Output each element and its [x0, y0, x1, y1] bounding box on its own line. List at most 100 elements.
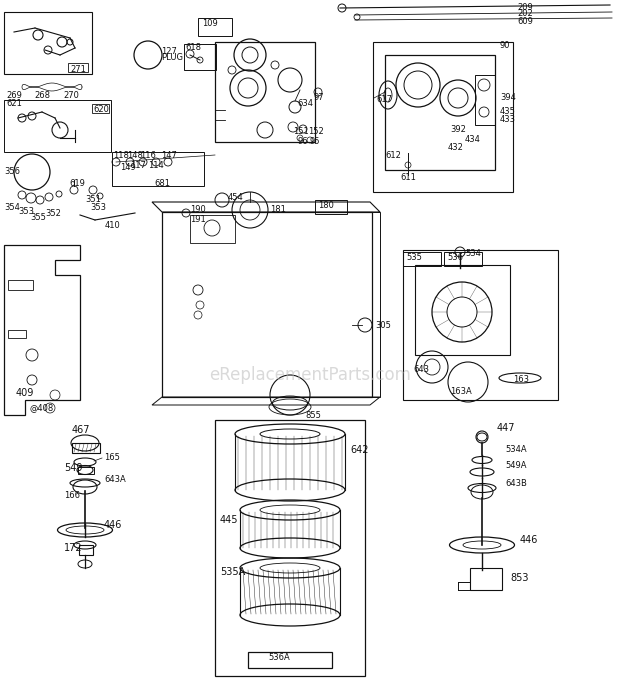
Text: 620: 620: [93, 106, 109, 115]
Text: 127: 127: [161, 46, 177, 55]
Text: 467: 467: [72, 425, 91, 435]
Text: 434: 434: [465, 136, 481, 144]
Bar: [92, 104, 109, 113]
Bar: [8, 280, 33, 290]
Bar: [198, 18, 232, 36]
Text: 109: 109: [202, 20, 218, 29]
Bar: [184, 44, 216, 70]
Bar: [403, 252, 441, 266]
Text: 148: 148: [127, 150, 143, 160]
Text: 118: 118: [113, 150, 129, 160]
Bar: [162, 212, 372, 397]
Text: 202: 202: [517, 10, 533, 18]
Text: eReplacementParts.com: eReplacementParts.com: [209, 366, 411, 384]
Text: 268: 268: [34, 90, 50, 99]
Text: 163A: 163A: [450, 388, 472, 396]
Bar: [315, 200, 347, 214]
Bar: [373, 42, 513, 192]
Text: 621: 621: [6, 99, 22, 108]
Text: 166: 166: [64, 491, 80, 500]
Bar: [72, 443, 100, 453]
Text: 269: 269: [6, 90, 22, 99]
Text: 433: 433: [500, 116, 516, 125]
Text: 152: 152: [308, 127, 324, 136]
Text: 612: 612: [385, 150, 401, 160]
Text: 147: 147: [161, 150, 177, 160]
Bar: [248, 652, 332, 668]
Text: 353: 353: [90, 204, 106, 213]
Text: 149: 149: [120, 164, 136, 172]
Bar: [385, 55, 495, 170]
Text: 96: 96: [298, 137, 309, 146]
Text: 191: 191: [190, 216, 206, 225]
Text: 356: 356: [4, 167, 20, 176]
Text: 534A: 534A: [505, 444, 526, 454]
Text: 549: 549: [64, 463, 82, 473]
Text: 180: 180: [318, 202, 334, 211]
Text: 172: 172: [64, 543, 82, 553]
Text: 618: 618: [185, 43, 201, 52]
Text: 549A: 549A: [505, 461, 526, 470]
Text: 114: 114: [148, 160, 164, 169]
Bar: [403, 250, 558, 400]
Text: 116: 116: [140, 150, 156, 160]
Text: 351: 351: [85, 195, 101, 204]
Text: 305: 305: [375, 321, 391, 330]
Text: 271: 271: [70, 66, 86, 74]
Bar: [68, 63, 88, 72]
Bar: [415, 265, 510, 355]
Text: 409: 409: [16, 388, 34, 398]
Text: 435: 435: [500, 108, 516, 116]
Text: 355: 355: [30, 214, 46, 223]
Bar: [190, 215, 235, 243]
Bar: [444, 252, 482, 266]
Text: 97: 97: [313, 94, 324, 102]
Text: 432: 432: [448, 144, 464, 153]
Text: 535A: 535A: [220, 567, 246, 577]
Text: @408: @408: [30, 403, 55, 412]
Text: 354: 354: [4, 202, 20, 211]
Text: 447: 447: [497, 423, 515, 433]
Text: 165: 165: [104, 452, 120, 461]
Bar: [4, 100, 111, 152]
Bar: [78, 467, 94, 474]
Bar: [475, 75, 495, 125]
Text: 643B: 643B: [505, 479, 527, 487]
Text: 535: 535: [406, 253, 422, 262]
Text: 681: 681: [154, 178, 170, 188]
Bar: [215, 420, 365, 676]
Text: 446: 446: [104, 520, 122, 530]
Text: 352: 352: [45, 209, 61, 218]
Text: 394: 394: [500, 94, 516, 102]
Bar: [112, 152, 204, 186]
Text: 611: 611: [400, 174, 416, 183]
Text: 855: 855: [305, 410, 321, 419]
Text: 536A: 536A: [268, 652, 290, 662]
Text: 90: 90: [499, 41, 510, 50]
Text: 270: 270: [63, 90, 79, 99]
Text: 163: 163: [513, 375, 529, 384]
Text: 534: 534: [465, 248, 481, 258]
Text: 445: 445: [220, 515, 239, 525]
Text: 643: 643: [413, 365, 429, 375]
Text: 617: 617: [376, 95, 392, 104]
Text: 642: 642: [350, 445, 368, 455]
Text: 95: 95: [310, 137, 321, 146]
Text: 117: 117: [130, 160, 146, 169]
Text: 609: 609: [517, 17, 533, 25]
Text: 853: 853: [510, 573, 528, 583]
Bar: [8, 330, 26, 338]
Text: 446: 446: [520, 535, 538, 545]
Text: 181: 181: [270, 206, 286, 214]
Bar: [215, 42, 315, 142]
Text: 536: 536: [447, 253, 463, 262]
Text: 209: 209: [517, 3, 533, 11]
Text: 190: 190: [190, 206, 206, 214]
Bar: [470, 568, 502, 590]
Text: 392: 392: [450, 125, 466, 134]
Text: 410: 410: [105, 220, 121, 230]
Text: 634: 634: [297, 99, 313, 108]
Text: 619: 619: [69, 178, 85, 188]
Text: PLUG: PLUG: [161, 53, 183, 62]
Bar: [4, 12, 92, 74]
